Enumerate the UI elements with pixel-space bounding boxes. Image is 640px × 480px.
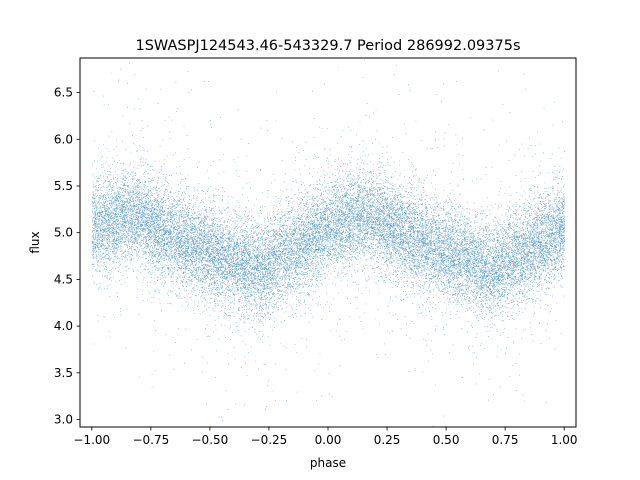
x-tick-label: 0.75: [492, 433, 519, 447]
y-tick-label: 4.0: [54, 319, 73, 333]
y-tick-label: 5.5: [54, 179, 73, 193]
x-axis-label: phase: [310, 456, 346, 470]
y-tick-label: 5.0: [54, 226, 73, 240]
x-tick-label: −0.75: [132, 433, 169, 447]
y-tick-label: 4.5: [54, 272, 73, 286]
plot-area: [79, 57, 577, 428]
y-tick-label: 3.5: [54, 366, 73, 380]
x-tick-label: 1.00: [551, 433, 578, 447]
chart-title: 1SWASPJ124543.46-543329.7 Period 286992.…: [135, 38, 520, 54]
y-tick-label: 3.0: [54, 413, 73, 427]
plot-background: [80, 58, 576, 427]
x-tick-label: 0.25: [374, 433, 401, 447]
y-tick-label: 6.0: [54, 132, 73, 146]
y-tick-label: 6.5: [54, 86, 73, 100]
x-tick-label: −0.25: [251, 433, 288, 447]
y-axis: 3.0 3.5 4.0 4.5 5.0 5.5 6.0 6.5: [54, 86, 80, 427]
y-axis-label: flux: [28, 231, 42, 253]
x-axis: −1.00 −0.75 −0.50 −0.25 0.00 0.25 0.50 0.75 1.00: [73, 427, 578, 447]
x-tick-label: 0.00: [315, 433, 342, 447]
x-tick-label: 0.50: [433, 433, 460, 447]
x-tick-label: −1.00: [73, 433, 110, 447]
x-tick-label: −0.50: [192, 433, 229, 447]
